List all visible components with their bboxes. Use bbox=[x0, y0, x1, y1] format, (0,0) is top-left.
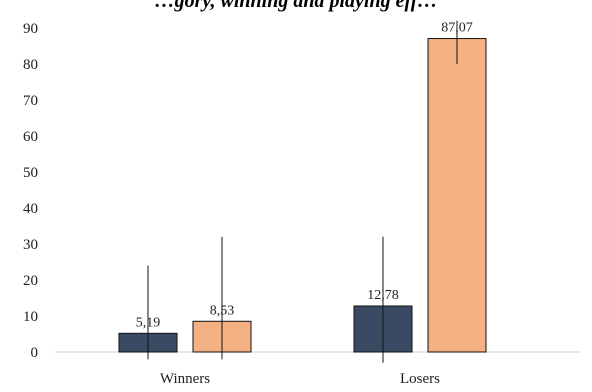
data-label: 5,19 bbox=[136, 315, 161, 330]
y-tick-label: 80 bbox=[23, 57, 38, 73]
y-axis: 0 10 20 30 40 50 60 70 80 90 bbox=[23, 21, 38, 361]
y-tick-label: 0 bbox=[31, 345, 39, 361]
data-label: 12,78 bbox=[367, 288, 399, 303]
y-tick-label: 30 bbox=[23, 237, 38, 253]
y-tick-label: 60 bbox=[23, 129, 38, 145]
x-tick-label: Losers bbox=[400, 371, 440, 387]
y-tick-label: 10 bbox=[23, 309, 38, 325]
y-tick-label: 40 bbox=[23, 201, 38, 217]
y-tick-label: 20 bbox=[23, 273, 38, 289]
x-tick-label: Winners bbox=[160, 371, 210, 387]
y-tick-label: 90 bbox=[23, 21, 38, 37]
y-tick-label: 70 bbox=[23, 93, 38, 109]
bar-losers-1 bbox=[428, 39, 486, 352]
x-axis: Winners Losers bbox=[55, 352, 580, 387]
bars bbox=[119, 39, 486, 352]
y-tick-label: 50 bbox=[23, 165, 38, 181]
data-label: 8,53 bbox=[210, 303, 235, 318]
data-labels: 5,19 8,53 12,78 87,07 bbox=[136, 21, 473, 331]
data-label: 87,07 bbox=[441, 21, 473, 36]
